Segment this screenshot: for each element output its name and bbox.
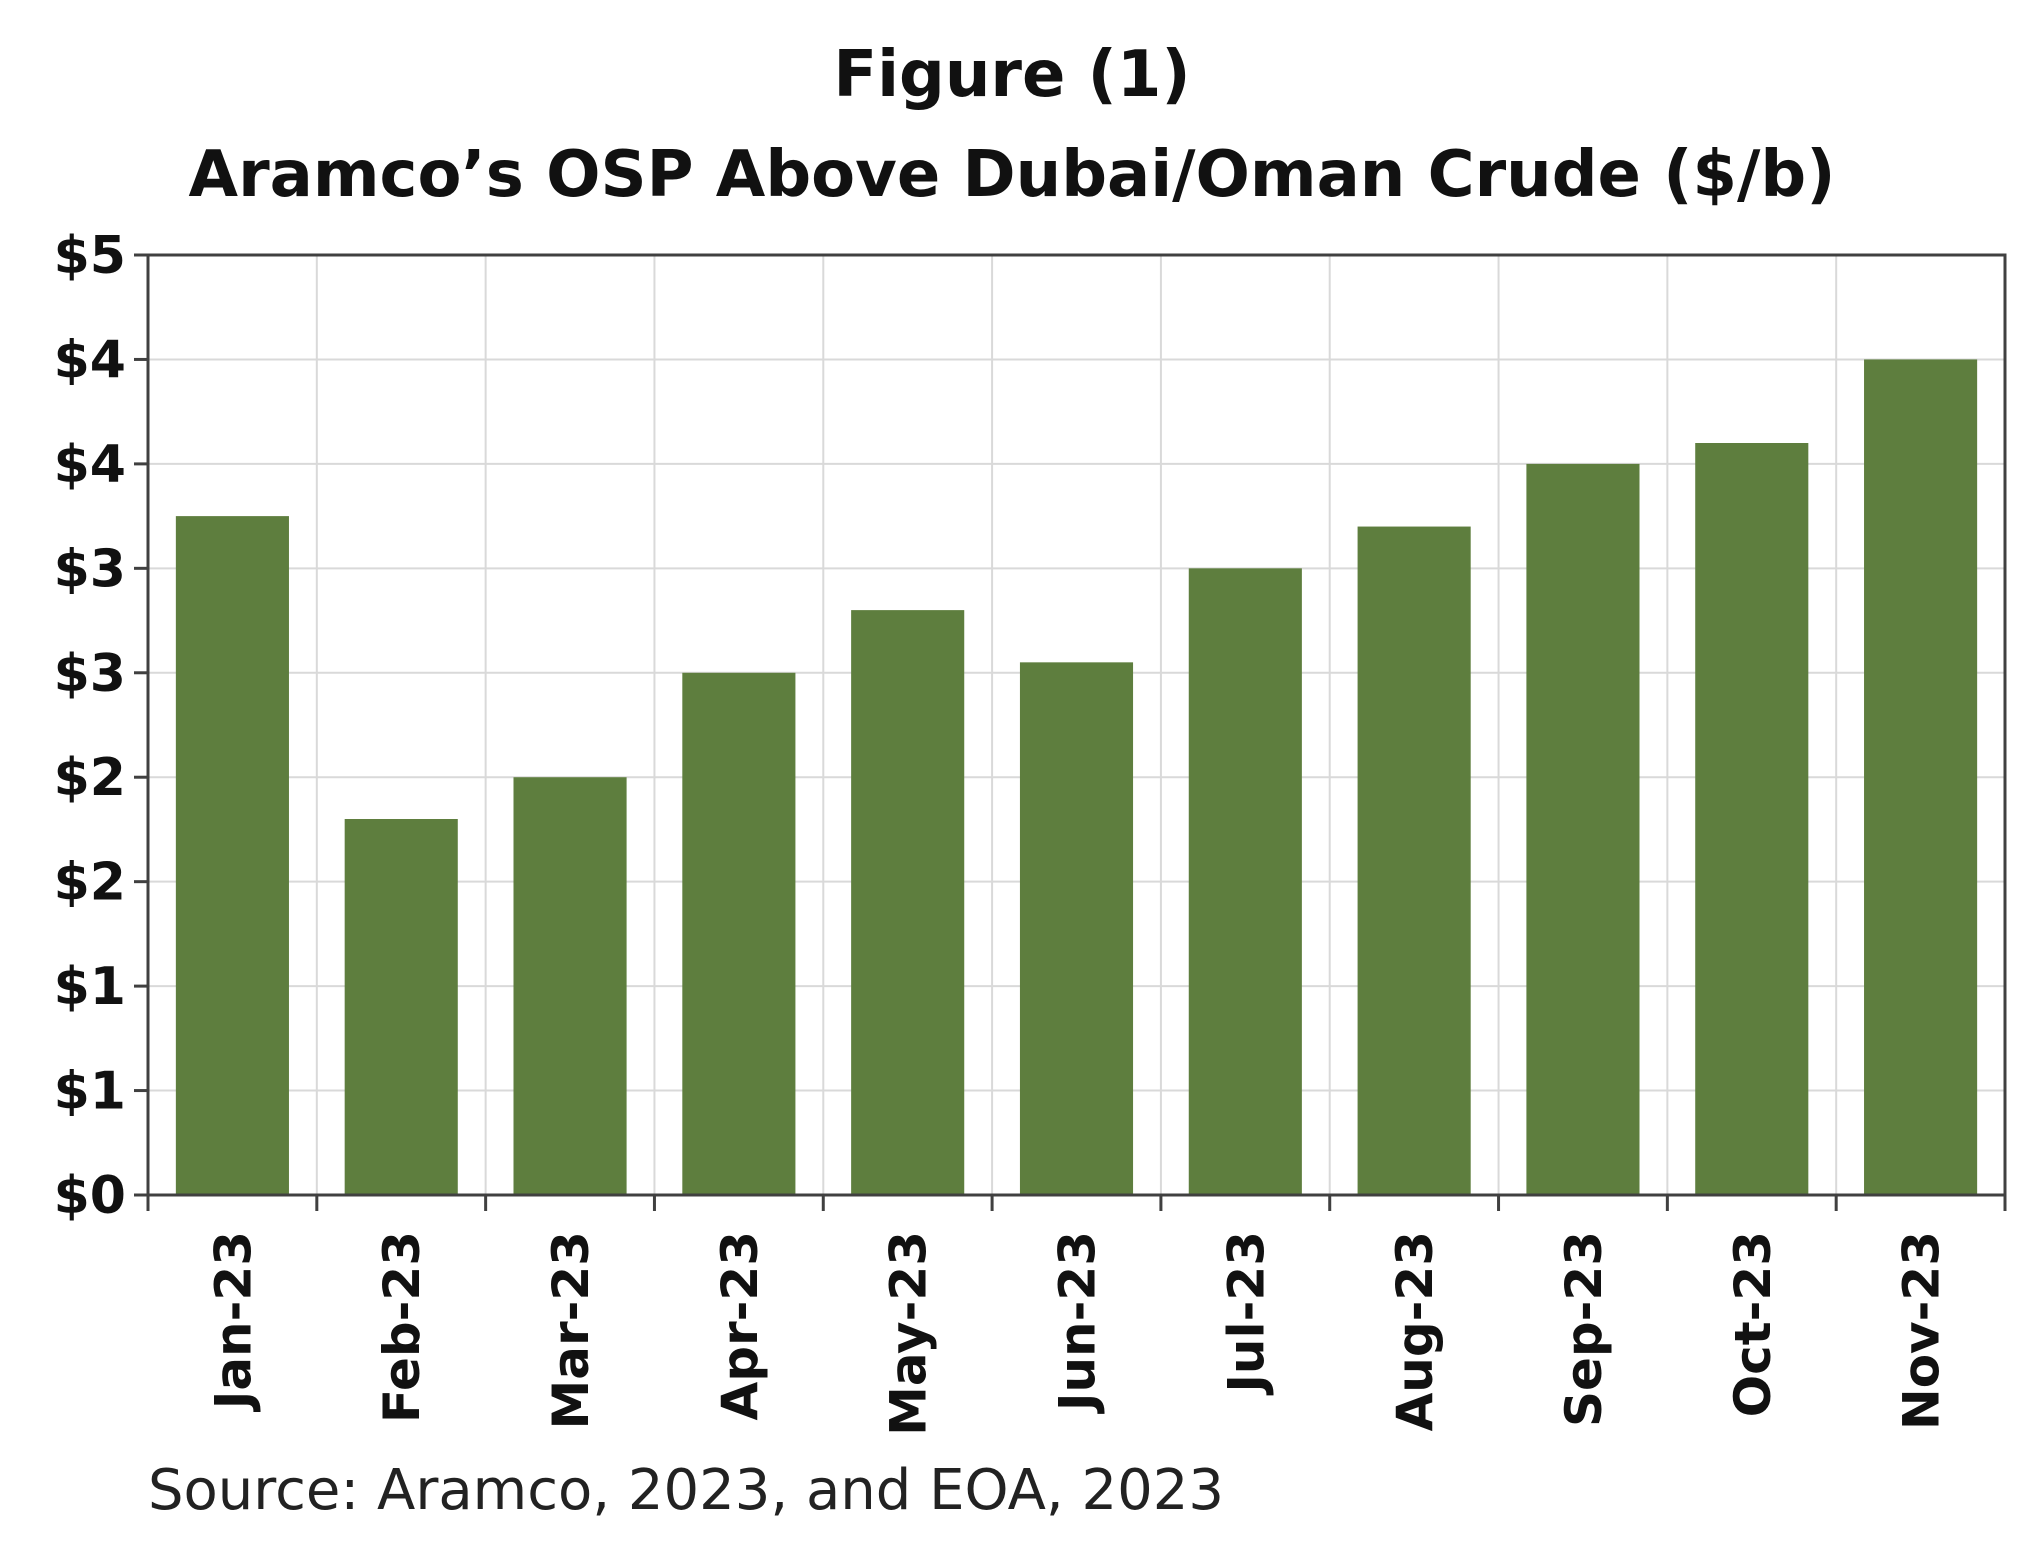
- y-tick-label: $4: [54, 330, 126, 390]
- bar-apr-23: [682, 672, 796, 1195]
- x-tick-label: Jun-23: [1049, 1231, 1107, 1414]
- x-tick-label: Nov-23: [1893, 1231, 1951, 1430]
- y-tick-label: $1: [54, 957, 126, 1017]
- bar-nov-23: [1864, 359, 1978, 1195]
- y-tick-label: $5: [54, 226, 126, 286]
- y-tick-label: $3: [54, 644, 126, 704]
- x-tick-label: May-23: [880, 1231, 938, 1436]
- y-tick-label: $2: [54, 748, 126, 808]
- x-tick-label: Apr-23: [711, 1231, 769, 1420]
- x-tick-label: Jan-23: [204, 1231, 262, 1412]
- x-tick-label: Aug-23: [1386, 1231, 1444, 1431]
- bar-jul-23: [1188, 568, 1302, 1195]
- x-tick-label: Jul-23: [1217, 1231, 1275, 1396]
- bar-mar-23: [513, 777, 627, 1195]
- bar-may-23: [851, 610, 965, 1195]
- bar-jan-23: [175, 516, 289, 1195]
- x-tick-label: Mar-23: [542, 1231, 600, 1430]
- x-tick-label: Oct-23: [1724, 1231, 1782, 1417]
- y-tick-label: $3: [54, 539, 126, 599]
- y-tick-label: $1: [54, 1062, 126, 1122]
- bar-oct-23: [1695, 443, 1809, 1195]
- y-tick-label: $4: [54, 435, 126, 495]
- y-tick-label: $0: [54, 1166, 126, 1226]
- chart-title: Figure (1): [833, 38, 1191, 112]
- y-tick-label: $2: [54, 853, 126, 913]
- x-tick-label: Sep-23: [1555, 1231, 1613, 1427]
- bar-aug-23: [1357, 526, 1471, 1195]
- bar-sep-23: [1526, 463, 1640, 1195]
- x-tick-label: Feb-23: [373, 1231, 431, 1423]
- source-note: Source: Aramco, 2023, and EOA, 2023: [148, 1458, 1225, 1523]
- chart-subtitle: Aramco’s OSP Above Dubai/Oman Crude ($/b…: [188, 138, 1836, 212]
- bar-jun-23: [1019, 662, 1134, 1195]
- bar-feb-23: [344, 819, 458, 1195]
